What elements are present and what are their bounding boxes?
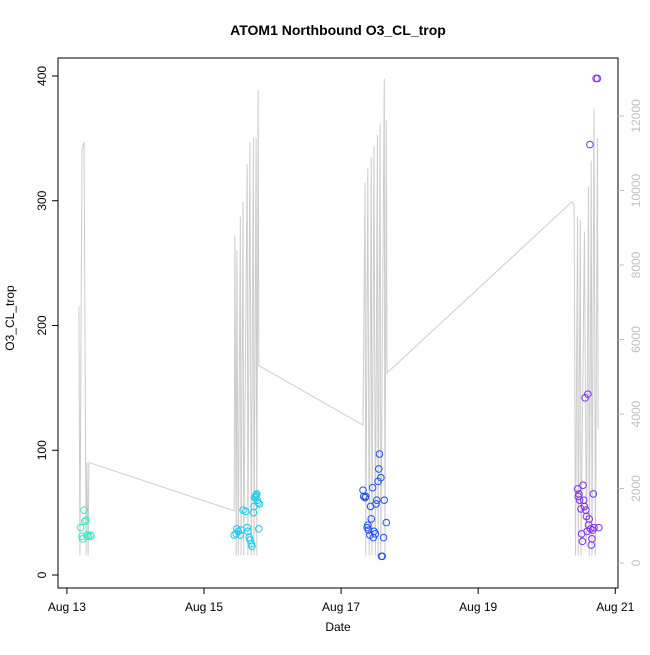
y-axis-label: O3_CL_trop xyxy=(3,285,17,351)
y2-tick-label: 8000 xyxy=(629,251,643,278)
data-point xyxy=(84,532,92,541)
y-tick-label: 200 xyxy=(35,315,49,335)
data-point xyxy=(371,530,380,538)
data-point xyxy=(251,492,260,501)
data-point xyxy=(76,523,85,532)
data-point xyxy=(593,74,602,83)
data-point xyxy=(573,485,582,493)
data-point xyxy=(586,525,595,533)
data-point xyxy=(374,465,383,473)
data-point xyxy=(255,525,263,533)
altitude-line xyxy=(78,78,599,556)
y-tick-label: 300 xyxy=(35,190,49,210)
data-point xyxy=(255,500,264,508)
data-point xyxy=(589,490,598,498)
data-point xyxy=(377,473,385,482)
data-point xyxy=(80,506,88,514)
data-point xyxy=(588,535,596,543)
data-point xyxy=(359,492,368,501)
data-point xyxy=(361,493,369,502)
data-point xyxy=(254,498,262,507)
chart-title: ATOM1 Northbound O3_CL_trop xyxy=(230,22,446,38)
x-tick-label: Aug 13 xyxy=(48,600,86,614)
y-tick-label: 0 xyxy=(35,571,49,578)
data-point xyxy=(580,502,589,511)
data-point xyxy=(87,532,95,541)
data-point xyxy=(252,491,260,499)
y-tick-label: 100 xyxy=(35,440,49,460)
data-point xyxy=(578,537,587,546)
x-tick-label: Aug 21 xyxy=(596,600,634,614)
y2-tick-label: 12000 xyxy=(629,99,643,133)
x-tick-label: Aug 19 xyxy=(459,600,497,614)
data-point xyxy=(364,521,372,529)
data-point xyxy=(82,516,90,524)
data-point xyxy=(86,531,95,539)
y2-tick-label: 10000 xyxy=(629,173,643,207)
data-point xyxy=(372,500,380,508)
data-point xyxy=(575,496,584,504)
data-point xyxy=(584,390,592,398)
data-point xyxy=(364,526,373,534)
data-point xyxy=(586,140,594,149)
data-point xyxy=(595,523,603,532)
data-point xyxy=(382,518,391,527)
data-point xyxy=(375,450,384,458)
x-axis-label: Date xyxy=(325,620,351,634)
data-point xyxy=(579,481,587,489)
data-point xyxy=(585,515,594,523)
data-point xyxy=(236,531,245,539)
y2-tick-label: 0 xyxy=(629,559,643,566)
data-point xyxy=(590,523,598,532)
data-point xyxy=(80,517,89,526)
data-point xyxy=(378,552,387,561)
data-point xyxy=(242,507,250,516)
data-point xyxy=(82,531,91,539)
data-point xyxy=(243,523,251,532)
data-point xyxy=(232,530,241,538)
data-point xyxy=(380,496,389,504)
x-tick-label: Aug 15 xyxy=(185,600,223,614)
y2-tick-label: 6000 xyxy=(629,326,643,353)
data-point xyxy=(368,483,377,492)
data-point xyxy=(372,496,381,504)
data-point xyxy=(361,492,370,501)
data-point xyxy=(248,542,256,551)
x-tick-label: Aug 17 xyxy=(322,600,360,614)
y2-tick-label: 2000 xyxy=(629,475,643,502)
data-point xyxy=(379,533,388,542)
y2-tick-label: 4000 xyxy=(629,400,643,427)
y-tick-label: 400 xyxy=(35,66,49,86)
data-point xyxy=(367,515,376,523)
